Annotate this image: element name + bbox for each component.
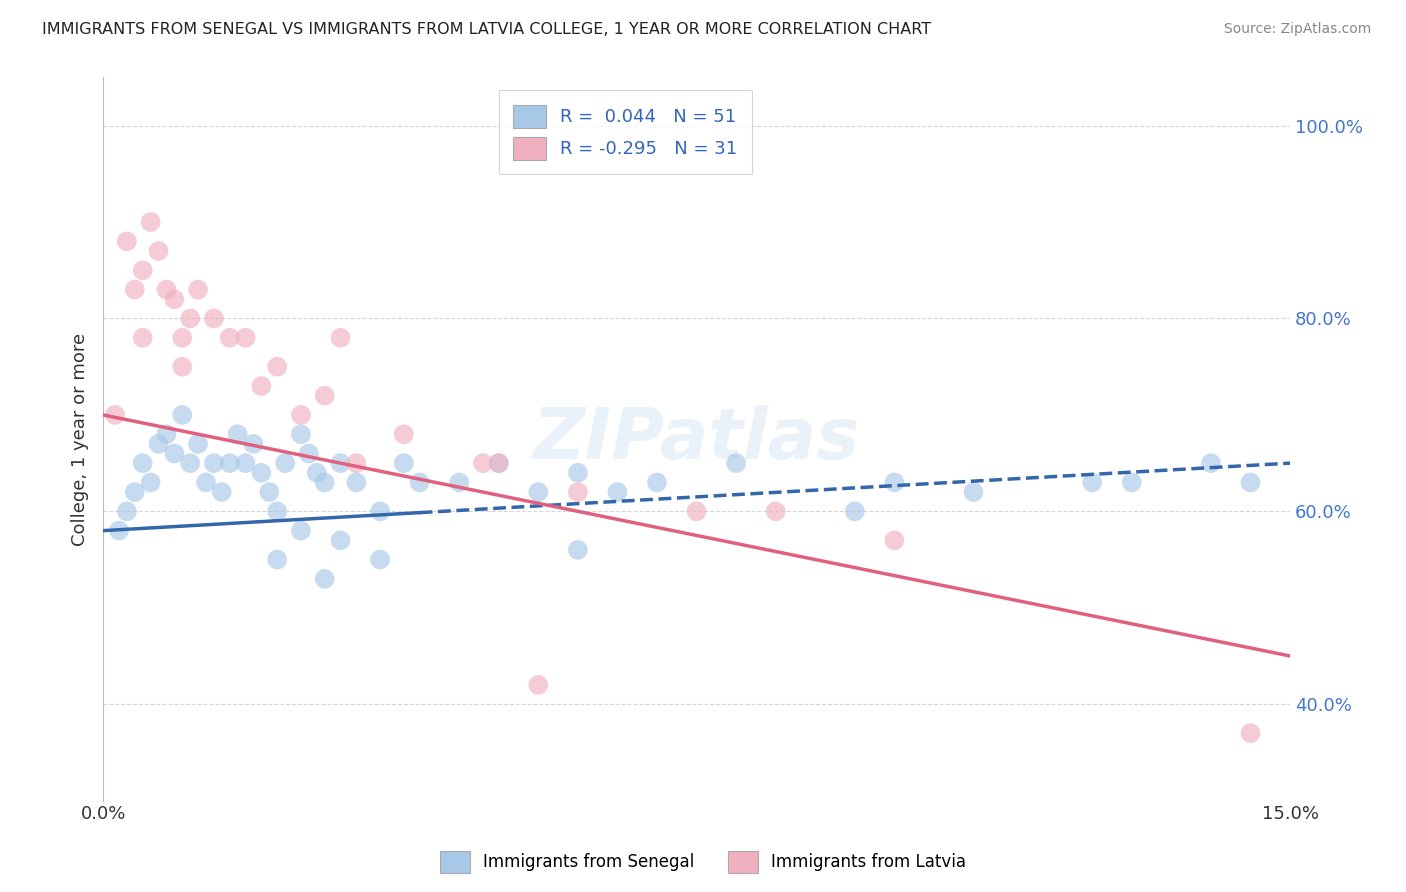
Point xyxy=(179,311,201,326)
Point xyxy=(187,437,209,451)
Point xyxy=(226,427,249,442)
Text: IMMIGRANTS FROM SENEGAL VS IMMIGRANTS FROM LATVIA COLLEGE, 1 YEAR OR MORE CORREL: IMMIGRANTS FROM SENEGAL VS IMMIGRANTS FR… xyxy=(42,22,931,37)
Point xyxy=(329,331,352,345)
Point xyxy=(202,456,225,470)
Point xyxy=(314,475,336,490)
Point xyxy=(329,533,352,548)
Point xyxy=(305,466,328,480)
Point xyxy=(567,542,589,557)
Point xyxy=(725,456,748,470)
Point xyxy=(266,504,288,518)
Point xyxy=(131,456,153,470)
Point xyxy=(148,437,170,451)
Y-axis label: College, 1 year or more: College, 1 year or more xyxy=(72,333,89,546)
Point xyxy=(235,456,257,470)
Point xyxy=(606,485,628,500)
Point xyxy=(1239,475,1261,490)
Point xyxy=(250,379,273,393)
Point xyxy=(195,475,218,490)
Point xyxy=(962,485,984,500)
Point xyxy=(765,504,787,518)
Point xyxy=(368,504,391,518)
Point xyxy=(211,485,233,500)
Point xyxy=(115,235,138,249)
Point xyxy=(274,456,297,470)
Point xyxy=(392,456,415,470)
Point xyxy=(368,552,391,566)
Point xyxy=(172,359,194,374)
Point xyxy=(259,485,281,500)
Point xyxy=(202,311,225,326)
Point xyxy=(527,485,550,500)
Point xyxy=(290,408,312,422)
Point xyxy=(155,283,177,297)
Point xyxy=(488,456,510,470)
Point xyxy=(218,331,240,345)
Point xyxy=(290,524,312,538)
Point xyxy=(163,292,186,306)
Point xyxy=(266,552,288,566)
Point xyxy=(179,456,201,470)
Point xyxy=(163,446,186,460)
Point xyxy=(290,427,312,442)
Point xyxy=(266,359,288,374)
Point xyxy=(139,215,162,229)
Point xyxy=(124,485,146,500)
Point xyxy=(567,485,589,500)
Point xyxy=(408,475,430,490)
Point xyxy=(1121,475,1143,490)
Point xyxy=(235,331,257,345)
Point xyxy=(148,244,170,258)
Point xyxy=(645,475,668,490)
Point xyxy=(685,504,707,518)
Point xyxy=(131,331,153,345)
Point xyxy=(250,466,273,480)
Text: ZIPatlas: ZIPatlas xyxy=(533,405,860,474)
Point xyxy=(1081,475,1104,490)
Point xyxy=(104,408,127,422)
Point xyxy=(155,427,177,442)
Point xyxy=(488,456,510,470)
Point xyxy=(131,263,153,277)
Point xyxy=(218,456,240,470)
Point xyxy=(187,283,209,297)
Point xyxy=(139,475,162,490)
Point xyxy=(844,504,866,518)
Point xyxy=(883,475,905,490)
Point xyxy=(344,456,367,470)
Point xyxy=(329,456,352,470)
Point xyxy=(1239,726,1261,740)
Legend: Immigrants from Senegal, Immigrants from Latvia: Immigrants from Senegal, Immigrants from… xyxy=(433,845,973,880)
Legend: R =  0.044   N = 51, R = -0.295   N = 31: R = 0.044 N = 51, R = -0.295 N = 31 xyxy=(499,90,752,175)
Point xyxy=(172,331,194,345)
Point xyxy=(527,678,550,692)
Point xyxy=(567,466,589,480)
Text: Source: ZipAtlas.com: Source: ZipAtlas.com xyxy=(1223,22,1371,37)
Point xyxy=(108,524,131,538)
Point xyxy=(314,389,336,403)
Point xyxy=(124,283,146,297)
Point xyxy=(115,504,138,518)
Point xyxy=(449,475,471,490)
Point xyxy=(1199,456,1222,470)
Point xyxy=(314,572,336,586)
Point xyxy=(883,533,905,548)
Point xyxy=(298,446,321,460)
Point xyxy=(242,437,264,451)
Point xyxy=(344,475,367,490)
Point xyxy=(172,408,194,422)
Point xyxy=(471,456,494,470)
Point xyxy=(392,427,415,442)
